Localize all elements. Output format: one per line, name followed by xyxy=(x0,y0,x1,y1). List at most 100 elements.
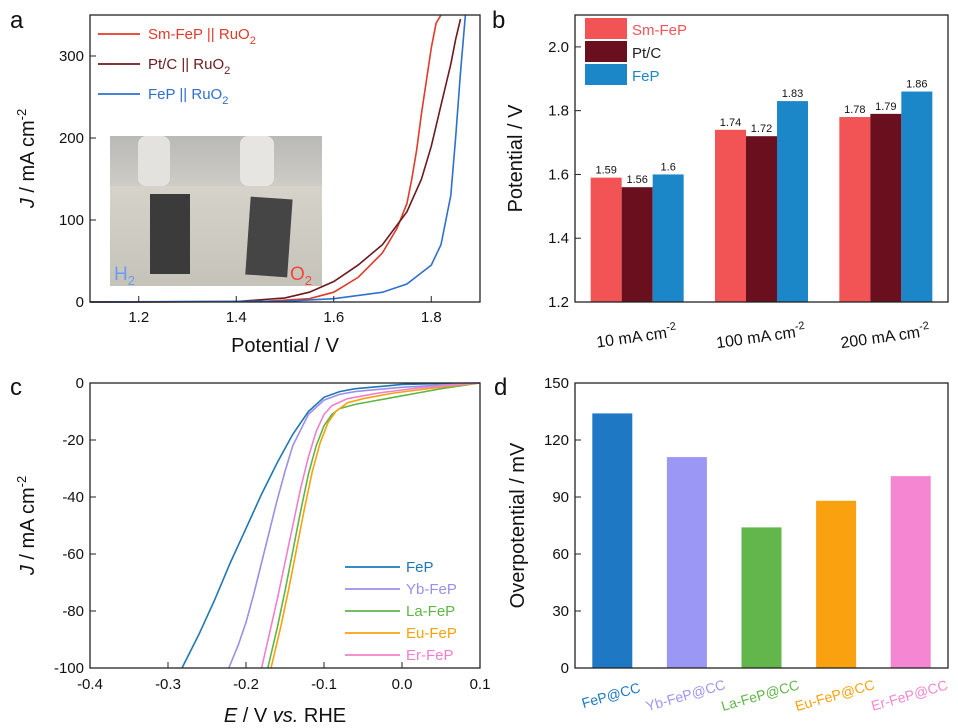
panel-label-a: a xyxy=(10,7,24,34)
x-tick-label: 0.0 xyxy=(392,676,413,693)
legend-text: FeP || RuO xyxy=(148,86,222,103)
y-axis-label: Potential / V xyxy=(505,104,527,213)
y-tick-label: 0 xyxy=(561,660,569,677)
series-line-2 xyxy=(89,14,467,303)
bar-Yb-FeP@CC xyxy=(666,457,707,668)
bar-Pt/C-1 xyxy=(746,136,777,302)
data-label: 1.83 xyxy=(782,88,803,100)
panel-label-d: d xyxy=(494,374,507,401)
x-label-italic: E xyxy=(224,705,238,727)
series-line-0 xyxy=(89,14,442,303)
x-tick-label: 1.2 xyxy=(128,309,149,326)
category-label-0: FeP@CC xyxy=(580,679,642,711)
series-line-FeP xyxy=(181,382,481,669)
y-label-italic: J xyxy=(17,564,39,576)
y-label-sup: -2 xyxy=(14,109,29,121)
category-label-4: Er-FeP@CC xyxy=(869,677,949,714)
legend-swatch-2 xyxy=(585,64,627,85)
y-tick-label: 100 xyxy=(59,212,84,229)
inset-label-main: H xyxy=(114,264,128,285)
data-label: 1.79 xyxy=(875,101,896,113)
x-tick-label: 1.6 xyxy=(323,309,344,326)
bar-La-FeP@CC xyxy=(741,527,782,668)
y-tick-label: 0 xyxy=(76,375,84,392)
x-axis-label: Potential / V xyxy=(231,335,340,357)
category-label-2: 200 mA cm-2 xyxy=(839,320,931,352)
inset-tube-left xyxy=(138,136,170,186)
y-tick-label: 120 xyxy=(544,432,569,449)
y-tick-label: 1.6 xyxy=(548,166,569,183)
y-tick-label: -60 xyxy=(62,546,84,563)
legend-swatch-0 xyxy=(585,18,627,39)
category-sup: -2 xyxy=(665,321,676,334)
legend-text: Sm-FeP || RuO xyxy=(148,26,250,43)
legend-entry-1: Pt/C xyxy=(632,45,661,62)
inset-label-sub: 2 xyxy=(305,273,312,288)
inset-electrode-left xyxy=(150,194,190,274)
x-tick-label: -0.4 xyxy=(77,676,103,693)
y-tick-label: 200 xyxy=(59,130,84,147)
y-axis-label: Overpotential / mV xyxy=(507,442,529,608)
bar-FeP-1 xyxy=(777,101,808,302)
y-tick-label: 1.8 xyxy=(548,103,569,120)
data-label: 1.86 xyxy=(906,79,927,91)
y-axis-label: J / mA cm-2 xyxy=(14,109,39,209)
y-tick-label: 1.4 xyxy=(548,230,569,247)
bar-Pt/C-0 xyxy=(621,187,653,302)
y-label-text: / mA cm xyxy=(17,120,39,198)
data-label: 1.59 xyxy=(595,165,616,177)
x-tick-label: 1.8 xyxy=(421,309,442,326)
category-label-0: 10 mA cm-2 xyxy=(595,321,678,352)
y-tick-label: -100 xyxy=(54,660,84,677)
inset-label-sub: 2 xyxy=(128,273,135,288)
plot-frame xyxy=(89,382,481,669)
legend-entry-2: FeP || RuO2 xyxy=(148,86,228,107)
legend-sub: 2 xyxy=(222,95,228,107)
plot-frame xyxy=(89,14,481,303)
legend-entry-La-FeP: La-FeP xyxy=(406,603,455,620)
bar-FeP-2 xyxy=(901,91,933,303)
y-tick-label: 150 xyxy=(544,375,569,392)
x-tick-label: -0.3 xyxy=(155,676,181,693)
legend-entry-FeP: FeP xyxy=(406,559,434,576)
category-label-3: Eu-FeP@CC xyxy=(793,676,876,714)
plot-frame xyxy=(574,382,949,669)
series-line-Yb-FeP xyxy=(228,382,481,669)
y-label-sup: -2 xyxy=(14,476,29,488)
y-tick-label: 300 xyxy=(59,48,84,65)
category-text: 200 mA cm xyxy=(840,324,922,352)
legend-entry-Er-FeP: Er-FeP xyxy=(406,647,454,664)
category-sup: -2 xyxy=(794,320,805,333)
bar-Er-FeP@CC xyxy=(890,476,931,668)
bar-Eu-FeP@CC xyxy=(816,500,857,668)
legend-entry-1: Pt/C || RuO2 xyxy=(148,56,230,77)
category-sup: -2 xyxy=(918,320,929,333)
panel-label-c: c xyxy=(10,374,22,401)
data-label: 1.6 xyxy=(661,161,676,173)
series-line-Er-FeP xyxy=(260,382,481,669)
y-tick-label: -40 xyxy=(62,489,84,506)
legend-entry-Eu-FeP: Eu-FeP xyxy=(406,625,457,642)
series-line-Eu-FeP xyxy=(270,382,481,669)
inset-label-main: O xyxy=(290,264,305,285)
x-tick-label: 1.4 xyxy=(226,309,247,326)
inset-tube-right xyxy=(240,136,274,186)
y-tick-label: 0 xyxy=(76,294,84,311)
legend-text: Pt/C || RuO xyxy=(148,56,224,73)
y-axis-label: J / mA cm-2 xyxy=(14,476,39,576)
legend-sub: 2 xyxy=(224,65,230,77)
category-text: 100 mA cm xyxy=(715,324,797,352)
bar-Sm-FeP-0 xyxy=(590,177,622,302)
category-label-1: Yb-FeP@CC xyxy=(644,676,727,714)
data-label: 1.72 xyxy=(751,123,772,135)
series-line-1 xyxy=(89,18,462,303)
x-tick-label: 0.1 xyxy=(470,676,491,693)
bar-FeP@CC xyxy=(592,413,633,668)
legend-entry-2: FeP xyxy=(632,68,660,85)
category-text: 10 mA cm xyxy=(595,325,668,352)
x-label-text: RHE xyxy=(298,705,346,727)
inset-label-h2: H2 xyxy=(114,264,135,288)
y-tick-label: 30 xyxy=(552,603,569,620)
